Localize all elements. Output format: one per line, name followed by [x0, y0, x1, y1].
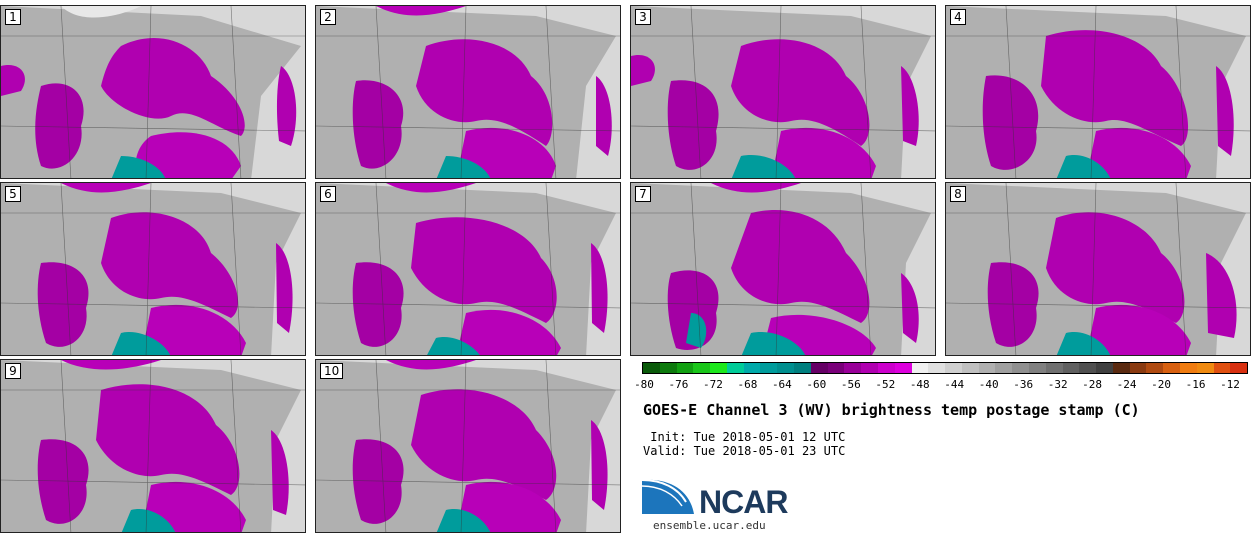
plot-title: GOES-E Channel 3 (WV) brightness temp po…: [643, 401, 1140, 419]
colorbar-segment: [1129, 363, 1147, 373]
colorbar-segment: [928, 363, 946, 373]
colorbar-tick-label: -40: [978, 378, 999, 391]
wv-map-5: [1, 183, 305, 355]
colorbar-segment: [995, 363, 1013, 373]
colorbar-segment: [1163, 363, 1180, 373]
colorbar-segment: [676, 363, 694, 373]
colorbar-tick-label: -32: [1047, 378, 1068, 391]
stamp-label: 3: [635, 9, 651, 25]
colorbar-segment: [810, 363, 828, 373]
colorbar-tick-label: -68: [737, 378, 758, 391]
wv-map-4: [946, 6, 1250, 178]
colorbar-tick-label: -76: [668, 378, 689, 391]
colorbar-segment: [1028, 363, 1046, 373]
wv-map-9: [1, 360, 305, 532]
colorbar-tick-label: -12: [1220, 378, 1240, 391]
wv-map-7: [631, 183, 935, 355]
colorbar-ticks: -80 -76 -72 -68 -64 -60 -56 -52 -48 -44 -40 -36 -32 -…: [634, 378, 1248, 392]
init-time: Init: Tue 2018-05-01 12 UTC: [643, 430, 846, 444]
colorbar-segment: [777, 363, 795, 373]
colorbar-tick-label: -16: [1185, 378, 1206, 391]
stamp-label: 10: [320, 363, 344, 379]
stamp-panel-1: 1: [0, 5, 306, 179]
ncar-logo: [642, 479, 694, 514]
stamp-label: 8: [950, 186, 966, 202]
logo-url: ensemble.ucar.edu: [653, 519, 766, 532]
colorbar-tick-label: -80: [634, 378, 654, 391]
colorbar-segment: [1079, 363, 1097, 373]
stamp-panel-5: 5: [0, 182, 306, 356]
colorbar-segment: [961, 363, 979, 373]
stamp-panel-8: 8: [945, 182, 1251, 356]
colorbar-segment: [659, 363, 677, 373]
wv-map-10: [316, 360, 620, 532]
colorbar-segment: [1146, 363, 1164, 373]
colorbar-segment: [911, 363, 929, 373]
colorbar-segment: [1096, 363, 1113, 373]
colorbar-segment: [760, 363, 778, 373]
stamp-label: 5: [5, 186, 21, 202]
colorbar-segment: [844, 363, 862, 373]
wv-map-8: [946, 183, 1250, 355]
colorbar-segment: [877, 363, 895, 373]
colorbar-tick-label: -36: [1013, 378, 1034, 391]
colorbar-segment: [861, 363, 878, 373]
stamp-label: 4: [950, 9, 966, 25]
logo-wordmark: NCAR: [699, 484, 788, 520]
colorbar-tick-label: -48: [909, 378, 930, 391]
colorbar-segment: [710, 363, 727, 373]
colorbar-tick-label: -64: [771, 378, 792, 391]
stamp-label: 9: [5, 363, 21, 379]
colorbar-segment: [827, 363, 845, 373]
colorbar: [642, 362, 1248, 374]
wv-map-3: [631, 6, 935, 178]
colorbar-segment: [643, 363, 660, 373]
colorbar-segment: [1196, 363, 1214, 373]
colorbar-segment: [743, 363, 761, 373]
colorbar-segment: [945, 363, 962, 373]
colorbar-segment: [978, 363, 996, 373]
stamp-panel-7: 7: [630, 182, 936, 356]
colorbar-segment: [1045, 363, 1063, 373]
colorbar-tick-label: -72: [703, 378, 723, 391]
colorbar-tick-label: -24: [1116, 378, 1137, 391]
wv-map-2: [316, 6, 620, 178]
wv-map-6: [316, 183, 620, 355]
colorbar-tick-label: -44: [944, 378, 965, 391]
stamp-label: 6: [320, 186, 336, 202]
colorbar-segment: [693, 363, 711, 373]
colorbar-segment: [894, 363, 912, 373]
stamp-panel-2: 2: [315, 5, 621, 179]
colorbar-segment: [1180, 363, 1197, 373]
colorbar-tick-label: -56: [840, 378, 861, 391]
colorbar-tick-label: -52: [875, 378, 896, 391]
colorbar-tick-label: -28: [1082, 378, 1103, 391]
colorbar-segment: [1062, 363, 1080, 373]
stamp-panel-3: 3: [630, 5, 936, 179]
colorbar-segment: [1112, 363, 1130, 373]
stamp-label: 7: [635, 186, 651, 202]
stamp-panel-6: 6: [315, 182, 621, 356]
stamp-panel-9: 9: [0, 359, 306, 533]
colorbar-tick-label: -20: [1151, 378, 1171, 391]
colorbar-segment: [1012, 363, 1029, 373]
stamp-label: 2: [320, 9, 336, 25]
stamp-panel-10: 10: [315, 359, 621, 533]
colorbar-segment: [794, 363, 811, 373]
colorbar-segment: [1213, 363, 1231, 373]
colorbar-segment: [726, 363, 744, 373]
wv-map-1: [1, 6, 305, 178]
stamp-panel-4: 4: [945, 5, 1251, 179]
valid-time: Valid: Tue 2018-05-01 23 UTC: [643, 444, 846, 458]
colorbar-tick-label: -60: [806, 378, 827, 391]
stamp-label: 1: [5, 9, 21, 25]
colorbar-segment: [1230, 363, 1248, 373]
